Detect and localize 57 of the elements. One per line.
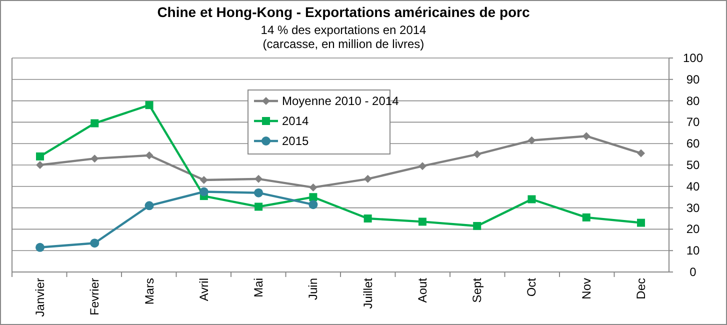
x-tick-label: Nov xyxy=(579,278,594,300)
legend-label: 2015 xyxy=(282,134,310,148)
point xyxy=(528,136,536,144)
x-tick-label: Dec xyxy=(634,278,648,300)
y-tick-label: 20 xyxy=(686,222,700,236)
y-tick-label: 60 xyxy=(686,136,700,151)
point xyxy=(145,101,154,110)
point xyxy=(418,162,426,170)
point xyxy=(309,183,318,192)
point xyxy=(144,201,154,210)
point xyxy=(36,152,44,160)
point xyxy=(582,213,590,222)
x-tick-label: Sept xyxy=(470,277,484,303)
point xyxy=(90,119,99,128)
point xyxy=(254,188,264,198)
point xyxy=(90,154,99,163)
y-tick-label: 80 xyxy=(686,94,700,108)
point xyxy=(364,174,372,183)
point xyxy=(36,242,44,252)
point xyxy=(254,174,263,183)
point xyxy=(637,218,645,227)
point xyxy=(528,195,536,204)
point xyxy=(254,202,263,211)
legend-label: Moyenne 2010 - 2014 xyxy=(282,94,400,108)
x-tick-label: Janvier xyxy=(33,278,47,317)
point xyxy=(145,151,154,160)
y-tick-label: 0 xyxy=(690,265,697,279)
y-tick-label: 30 xyxy=(686,200,700,215)
x-tick-label: Mai xyxy=(252,278,266,298)
point xyxy=(418,218,426,226)
x-tick-label: Juillet xyxy=(360,277,375,309)
legend-label: 2014 xyxy=(282,114,310,128)
y-tick-label: 40 xyxy=(686,179,700,194)
x-tick-label: Avril xyxy=(196,278,211,302)
point xyxy=(36,161,44,169)
x-tick-label: Juin xyxy=(306,278,320,300)
point xyxy=(364,214,372,222)
point xyxy=(308,200,318,210)
y-tick-label: 90 xyxy=(686,72,700,86)
point xyxy=(473,222,482,230)
y-tick-label: 70 xyxy=(686,115,700,130)
y-tick-label: 50 xyxy=(686,158,700,172)
point xyxy=(309,193,318,202)
x-tick-label: Oct xyxy=(524,277,539,297)
x-tick-label: Aout xyxy=(415,277,430,303)
chart-subtitle: 14 % des exportations en 2014 (carcasse, en million de livres) xyxy=(260,23,427,51)
chart-title: Chine et Hong-Kong - Exportations américaines de porc xyxy=(157,4,530,20)
point xyxy=(200,176,208,184)
point xyxy=(199,187,208,196)
point xyxy=(473,150,482,158)
x-tick-label: Mars xyxy=(142,278,156,305)
point xyxy=(582,132,590,140)
point xyxy=(90,238,100,248)
x-tick-label: Fevrier xyxy=(88,278,102,316)
y-tick-label: 10 xyxy=(686,244,700,258)
point xyxy=(637,149,645,158)
y-tick-label: 100 xyxy=(682,51,704,65)
